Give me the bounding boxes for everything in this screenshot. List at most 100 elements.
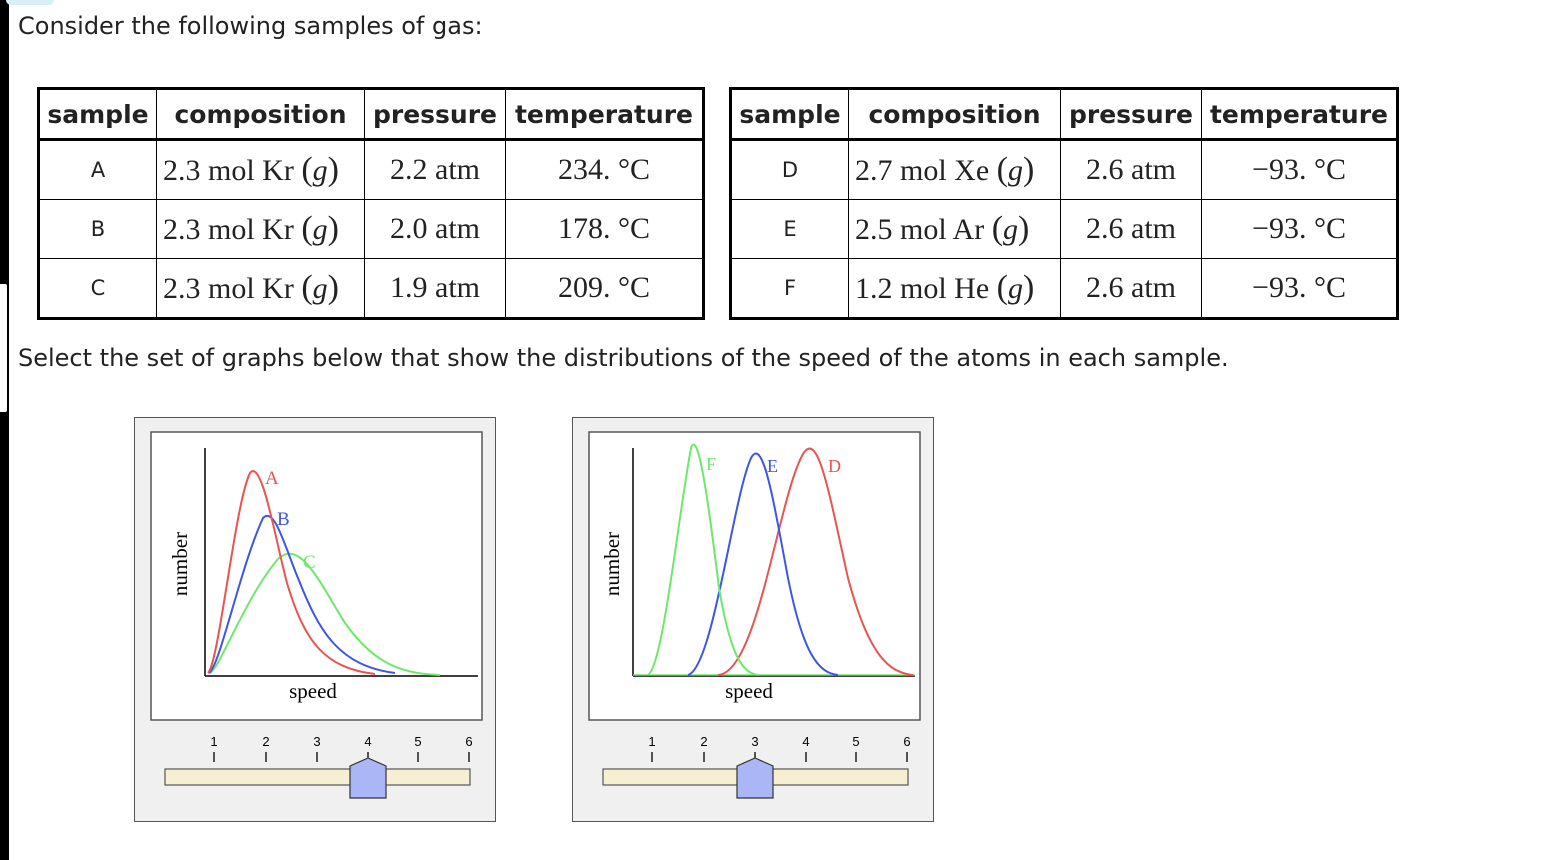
phase-open-paren: (: [301, 210, 313, 247]
curve-label-d: D: [828, 456, 841, 476]
phase-symbol: g: [312, 154, 328, 187]
gas-formula: Kr: [262, 272, 294, 305]
header-pressure: pressure: [1060, 88, 1202, 141]
amount-text: 2.5 mol: [855, 213, 947, 246]
composition-cell: 2.3 mol Kr (g): [156, 258, 365, 319]
gas-formula: Kr: [262, 213, 294, 246]
pressure-cell: 1.9 atm: [364, 258, 506, 319]
composition-cell: 2.3 mol Kr (g): [156, 199, 365, 259]
table-row: F 1.2 mol He (g) 2.6 atm −93. °C: [730, 258, 1398, 319]
slider-tick-label: 6: [465, 734, 472, 749]
side-tab[interactable]: [0, 282, 9, 414]
temperature-cell: 178. °C: [505, 199, 704, 259]
composition-cell: 2.3 mol Kr (g): [156, 139, 365, 200]
samples-table-1: sample composition pressure temperature …: [37, 87, 705, 320]
slider-tick-label: 5: [414, 734, 421, 749]
slider-track[interactable]: [164, 768, 471, 786]
gas-formula: Xe: [954, 154, 990, 187]
slider-1[interactable]: 1 2 3 4 5 6: [164, 734, 473, 799]
composition-cell: 1.2 mol He (g): [848, 258, 1061, 319]
phase-symbol: g: [312, 213, 328, 246]
temperature-cell: −93. °C: [1201, 258, 1398, 319]
pressure-cell: 2.6 atm: [1060, 258, 1202, 319]
sample-cell: A: [38, 139, 157, 200]
gas-formula: He: [954, 272, 990, 305]
header-pressure: pressure: [364, 88, 506, 141]
slider-tick-label: 2: [700, 734, 707, 749]
temperature-cell: 209. °C: [505, 258, 704, 319]
temperature-cell: −93. °C: [1201, 139, 1398, 200]
phase-close-paren: ): [327, 269, 339, 306]
table-row: E 2.5 mol Ar (g) 2.6 atm −93. °C: [730, 199, 1398, 259]
phase-close-paren: ): [1018, 210, 1030, 247]
table-row: B 2.3 mol Kr (g) 2.0 atm 178. °C: [38, 199, 704, 259]
curve-a: [207, 470, 376, 675]
graph-option-1[interactable]: number speed A B C 1 2 3 4 5 6: [134, 417, 496, 822]
prompt-text: Select the set of graphs below that show…: [18, 344, 1229, 372]
slider-tick-label: 4: [802, 734, 809, 749]
header-composition: composition: [156, 88, 365, 141]
slider-tick-label: 3: [751, 734, 758, 749]
curve-label-f: F: [706, 454, 716, 474]
plot-area: [588, 431, 921, 721]
curve-label-e: E: [767, 456, 778, 476]
header-sample: sample: [38, 88, 157, 141]
amount-text: 2.3 mol: [163, 213, 255, 246]
slider-handle[interactable]: [349, 757, 387, 799]
gas-formula: Kr: [262, 154, 294, 187]
intro-text: Consider the following samples of gas:: [18, 12, 483, 40]
header-sample: sample: [730, 88, 849, 141]
sample-cell: F: [730, 258, 849, 319]
header-temperature: temperature: [1201, 88, 1398, 141]
curve-d: [717, 447, 914, 676]
slider-tick-label: 6: [903, 734, 910, 749]
amount-text: 1.2 mol: [855, 272, 947, 305]
phase-close-paren: ): [1022, 151, 1035, 188]
graph-option-2[interactable]: number speed F E D 1 2 3 4 5 6: [572, 417, 934, 822]
phase-close-paren: ): [327, 151, 339, 188]
sample-cell: B: [38, 199, 157, 259]
composition-cell: 2.7 mol Xe (g): [848, 139, 1061, 200]
phase-close-paren: ): [1022, 269, 1035, 306]
amount-text: 2.7 mol: [855, 154, 947, 187]
phase-open-paren: (: [301, 151, 313, 188]
pressure-cell: 2.2 atm: [364, 139, 506, 200]
curve-c: [209, 552, 441, 676]
top-accent: [6, 0, 54, 5]
table-row: D 2.7 mol Xe (g) 2.6 atm −93. °C: [730, 139, 1398, 200]
slider-tick-label: 2: [262, 734, 269, 749]
x-axis-label: speed: [289, 679, 337, 703]
phase-open-paren: (: [996, 269, 1008, 306]
y-axis-label: number: [168, 532, 192, 596]
gas-formula: Ar: [952, 213, 985, 246]
slider-tick-label: 5: [852, 734, 859, 749]
phase-open-paren: (: [301, 269, 313, 306]
phase-symbol: g: [1003, 213, 1019, 246]
curve-label-b: B: [277, 509, 290, 530]
phase-close-paren: ): [327, 210, 339, 247]
pressure-cell: 2.0 atm: [364, 199, 506, 259]
slider-handle[interactable]: [736, 757, 774, 799]
samples-table-2: sample composition pressure temperature …: [729, 87, 1399, 320]
slider-tick-label: 1: [648, 734, 655, 749]
slider-tick-label: 4: [364, 734, 371, 749]
phase-open-paren: (: [996, 151, 1008, 188]
slider-2[interactable]: 1 2 3 4 5 6: [602, 734, 911, 799]
y-axis-label: number: [600, 532, 624, 596]
phase-symbol: g: [312, 272, 328, 305]
composition-cell: 2.5 mol Ar (g): [848, 199, 1061, 259]
phase-symbol: g: [1007, 154, 1023, 187]
header-composition: composition: [848, 88, 1061, 141]
amount-text: 2.3 mol: [163, 272, 255, 305]
header-temperature: temperature: [505, 88, 704, 141]
curve-label-c: C: [303, 552, 316, 573]
sample-cell: D: [730, 139, 849, 200]
slider-tick-label: 1: [210, 734, 217, 749]
curve-f: [647, 443, 759, 676]
table-row: A 2.3 mol Kr (g) 2.2 atm 234. °C: [38, 139, 704, 200]
table-row: C 2.3 mol Kr (g) 1.9 atm 209. °C: [38, 258, 704, 319]
pressure-cell: 2.6 atm: [1060, 199, 1202, 259]
sample-cell: C: [38, 258, 157, 319]
temperature-cell: 234. °C: [505, 139, 704, 200]
curve-label-a: A: [265, 468, 279, 489]
